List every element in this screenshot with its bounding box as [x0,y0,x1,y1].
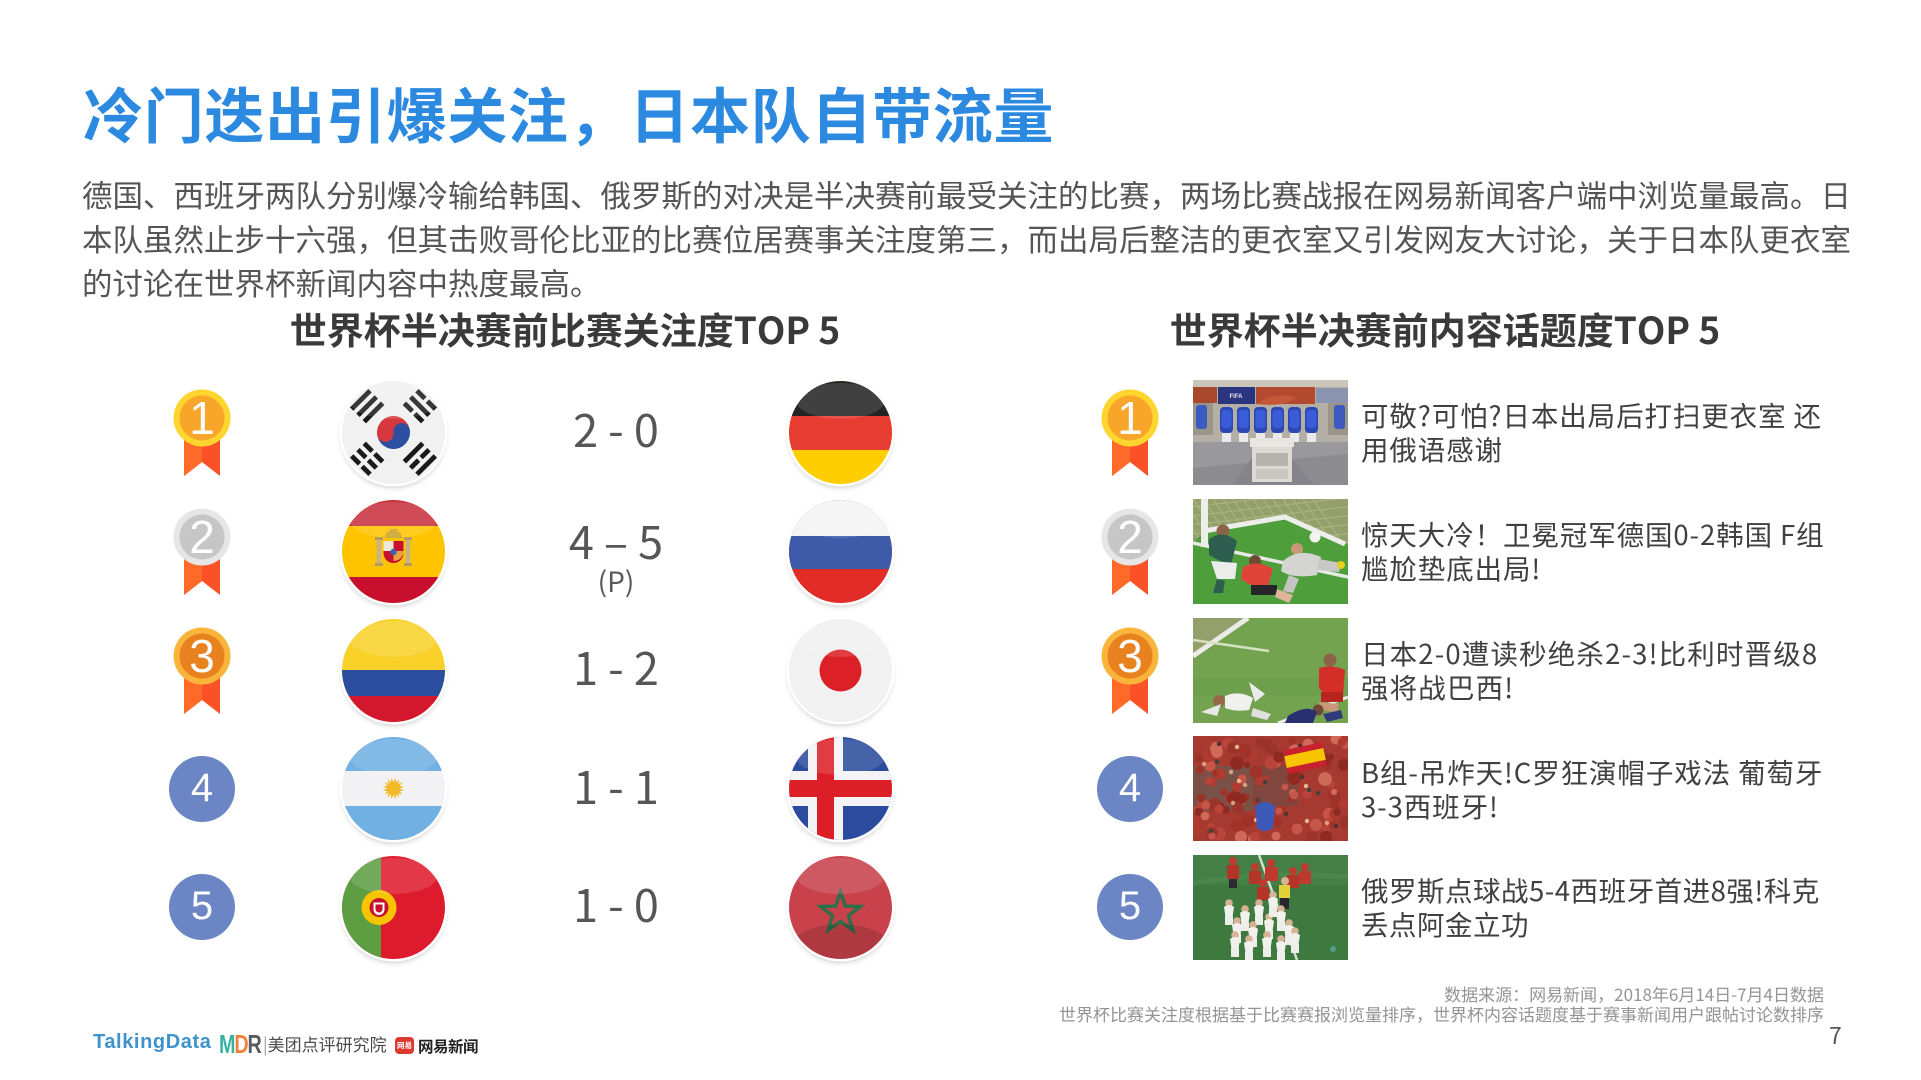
svg-text:3: 3 [189,630,215,682]
svg-text:2: 2 [1117,511,1143,563]
svg-text:1: 1 [189,392,215,444]
svg-text:FIFA: FIFA [1230,394,1244,400]
svg-text:1: 1 [1117,392,1143,444]
svg-text:2: 2 [189,511,215,563]
svg-text:3: 3 [1117,630,1143,682]
